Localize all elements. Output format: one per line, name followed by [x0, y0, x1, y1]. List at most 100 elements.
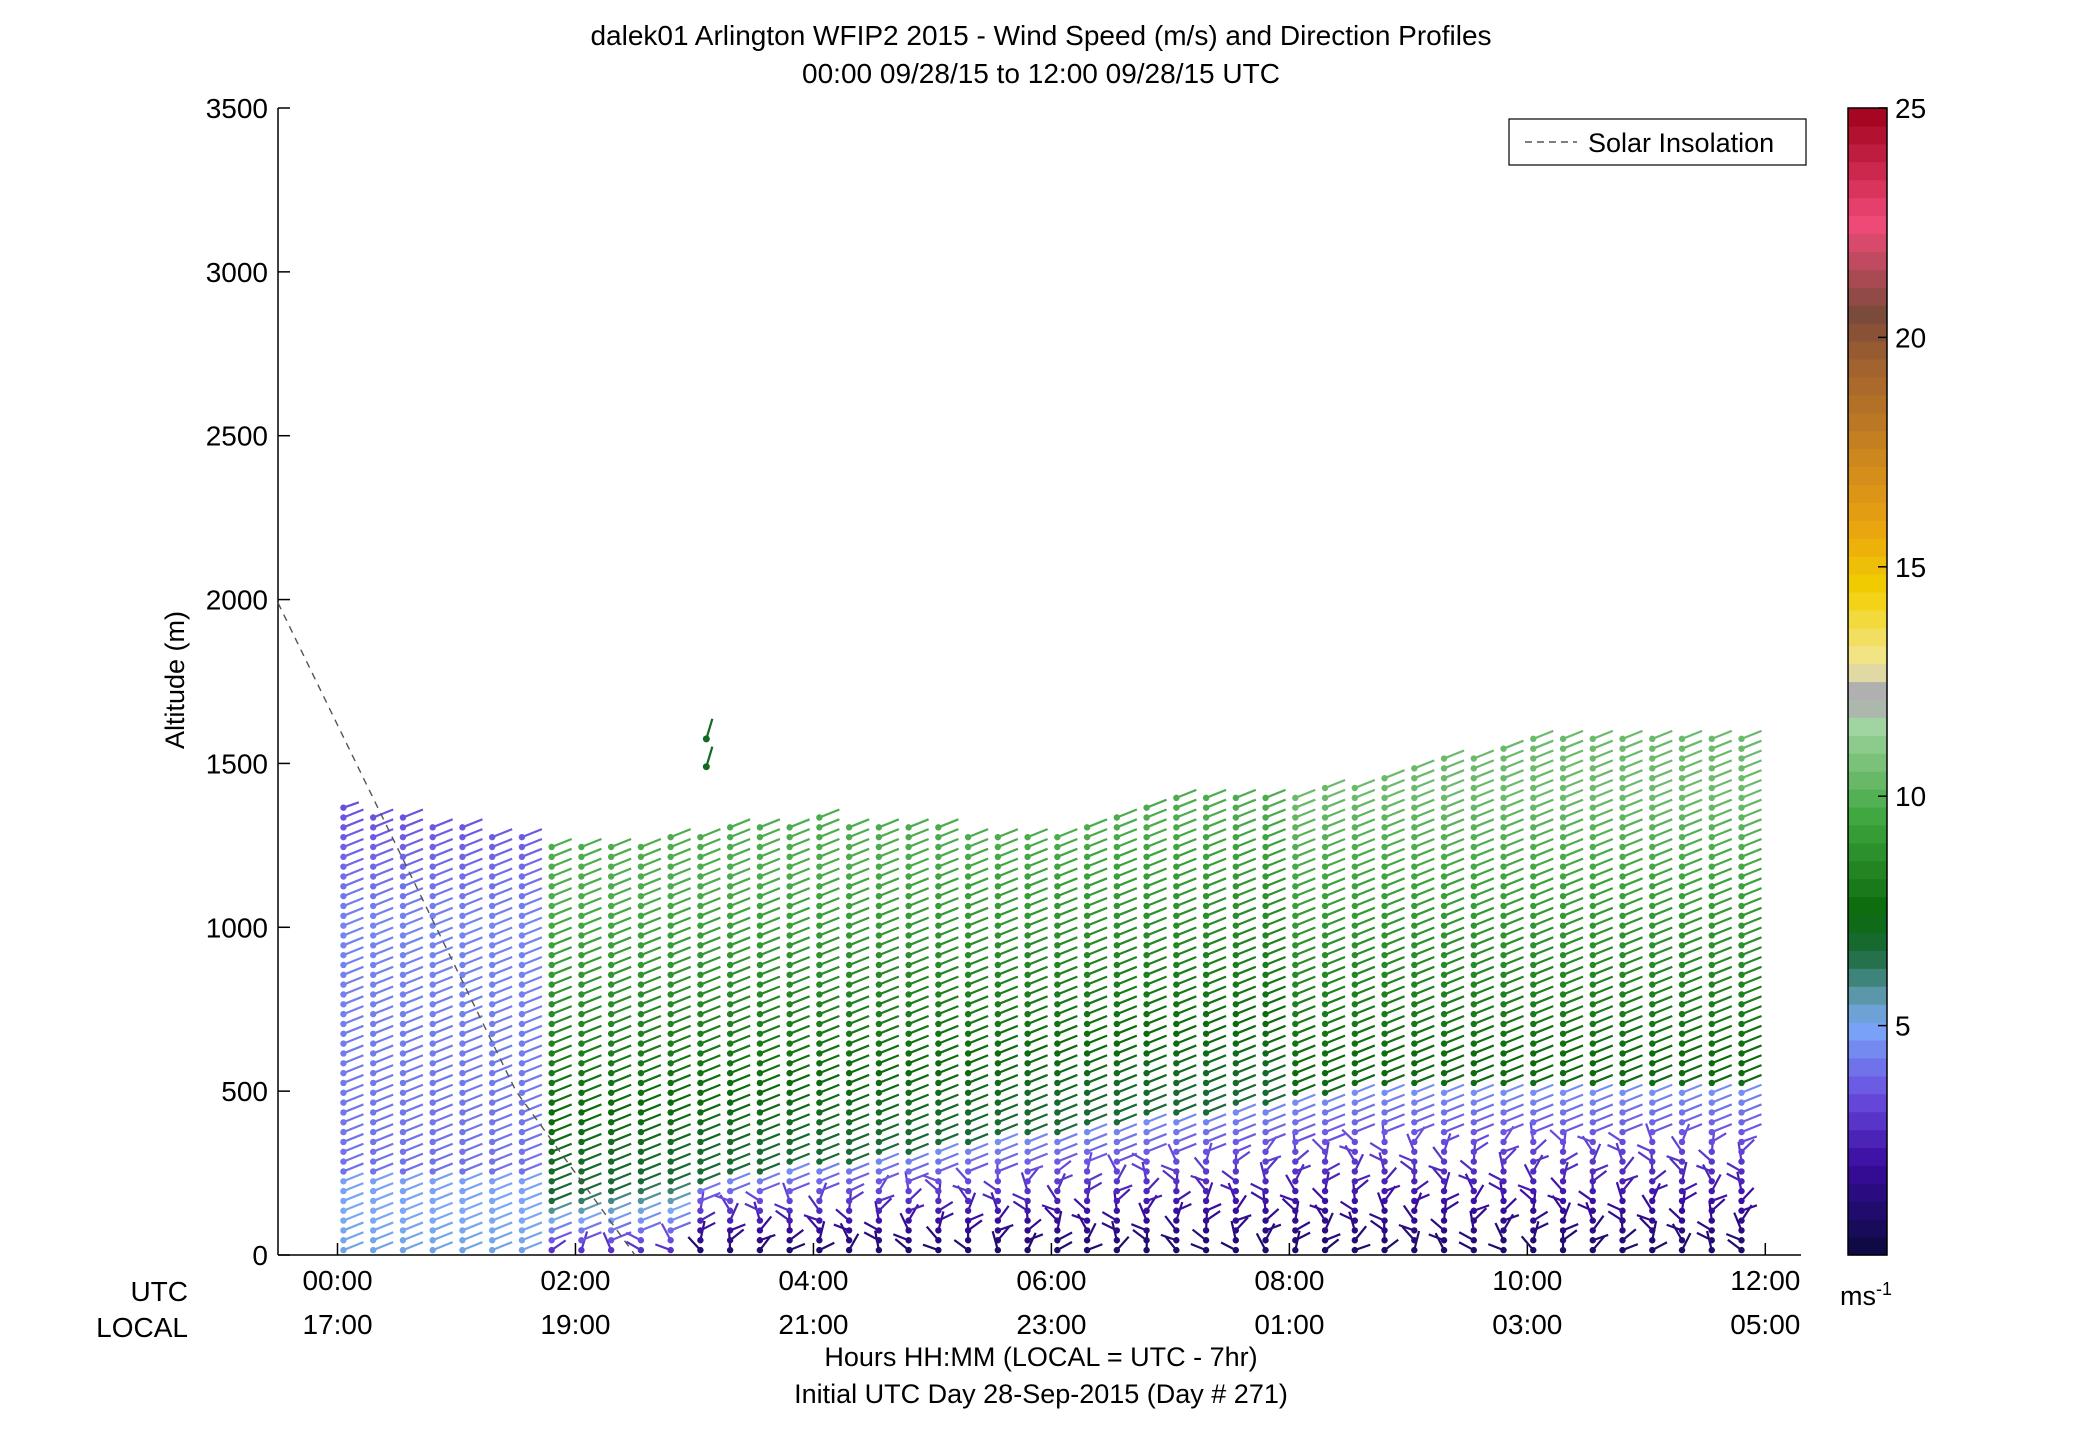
barb-point [1084, 1149, 1090, 1155]
barb-point [786, 1109, 792, 1115]
barb-point [400, 1188, 406, 1194]
barb-shaft [1147, 1085, 1167, 1093]
barb-point [519, 1129, 525, 1135]
barb-shaft [1325, 977, 1345, 985]
barb-point [1679, 1217, 1685, 1223]
barb-point [1679, 765, 1685, 771]
barb-point [1619, 1168, 1625, 1174]
barb-point [1441, 863, 1447, 869]
barb-point [489, 903, 495, 909]
barb-point [1590, 1099, 1596, 1105]
barb-shaft [1295, 1016, 1315, 1024]
barb-point [1530, 1149, 1536, 1155]
barb-point [400, 1080, 406, 1086]
barb-shaft [343, 1232, 363, 1240]
barb-shaft [1623, 996, 1643, 1004]
barb-point [1709, 1247, 1715, 1253]
barb-point [608, 863, 614, 869]
barb-point [1292, 981, 1298, 987]
barb-point [1322, 1099, 1328, 1105]
barb-shaft [998, 829, 1018, 837]
barb-shaft [1028, 996, 1048, 1004]
barb-point [638, 1247, 644, 1253]
barb-shaft [1087, 1006, 1107, 1014]
barb-shaft [492, 1203, 512, 1211]
barb-shaft [1474, 967, 1494, 975]
barb-shaft [879, 996, 899, 1004]
barb-point [816, 1040, 822, 1046]
barb-shaft [819, 1075, 839, 1083]
barb-shaft [611, 1095, 631, 1103]
barb-shaft [1057, 849, 1077, 857]
barb-point [400, 1149, 406, 1155]
barb-shaft [611, 849, 631, 857]
barb-shaft [1444, 839, 1464, 847]
barb-shaft [403, 967, 423, 975]
barb-point [1292, 1139, 1298, 1145]
barb-point [370, 903, 376, 909]
barb-point [459, 1099, 465, 1105]
barb-shaft [1623, 967, 1643, 975]
barb-shaft [1236, 859, 1256, 867]
barb-point [1679, 1178, 1685, 1184]
barb-point [757, 844, 763, 850]
barb-point [846, 932, 852, 938]
barb-shaft [1414, 1085, 1434, 1093]
barb-point [1381, 893, 1387, 899]
barb-shaft [1176, 800, 1196, 808]
barb-shaft [1504, 751, 1524, 759]
barb-point [935, 854, 941, 860]
barb-shaft [1593, 839, 1613, 847]
barb-shaft [790, 1095, 810, 1103]
barb-shaft [641, 1163, 661, 1171]
barb-shaft [909, 878, 929, 886]
colorbar-cell [1848, 968, 1887, 987]
barb-point [608, 1158, 614, 1164]
barb-shaft [849, 888, 869, 896]
barb-point [1054, 1178, 1060, 1184]
barb-shaft [1087, 878, 1107, 886]
barb-shaft [1355, 967, 1375, 975]
barb-point [816, 942, 822, 948]
barb-shaft [849, 908, 869, 916]
barb-point [965, 981, 971, 987]
barb-point [1262, 1080, 1268, 1086]
barb-shaft [1117, 947, 1137, 955]
barb-shaft [1206, 1065, 1226, 1073]
barb-point [935, 1070, 941, 1076]
colorbar-cell [1848, 789, 1887, 808]
barb-shaft [879, 1055, 899, 1063]
barb-shaft [909, 829, 929, 837]
barb-point [697, 1109, 703, 1115]
barb-point [1054, 942, 1060, 948]
barb-shaft [552, 977, 572, 985]
barb-shaft [373, 829, 393, 837]
barb-shaft [522, 1006, 542, 1014]
barb-shaft [819, 839, 839, 847]
barb-shaft [1712, 859, 1732, 867]
barb-point [995, 873, 1001, 879]
barb-shaft [552, 937, 572, 945]
barb-point [1233, 1188, 1239, 1194]
barb-point [578, 883, 584, 889]
barb-shaft [1266, 1016, 1286, 1024]
barb-point [1292, 795, 1298, 801]
barb-shaft [760, 1016, 780, 1024]
barb-shaft [671, 996, 691, 1004]
barb-point [1054, 1001, 1060, 1007]
barb-shaft [1028, 878, 1048, 886]
barb-shaft [1028, 967, 1048, 975]
barb-point [1143, 814, 1149, 820]
barb-shaft [522, 888, 542, 896]
barb-shaft [1712, 908, 1732, 916]
barb-shaft [819, 849, 839, 857]
barb-shaft [373, 1075, 393, 1083]
barb-point [1173, 1109, 1179, 1115]
barb-point [876, 1227, 882, 1233]
barb-point [1709, 1158, 1715, 1164]
barb-point [548, 1070, 554, 1076]
barb-point [1054, 1247, 1060, 1253]
barb-point [1262, 1208, 1268, 1214]
barb-point [697, 991, 703, 997]
barb-shaft [1147, 898, 1167, 906]
